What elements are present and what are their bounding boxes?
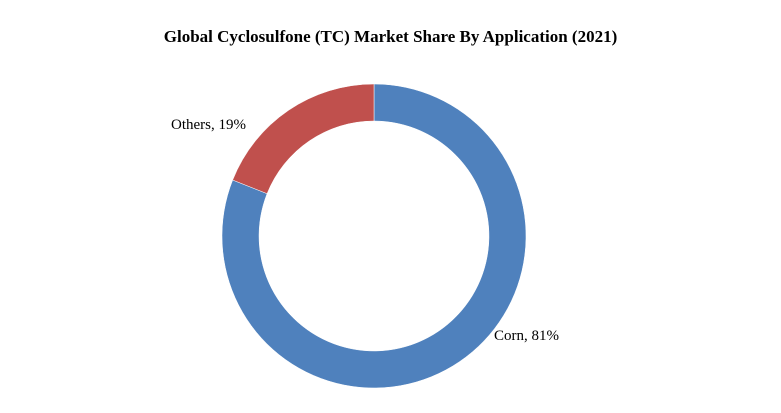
- slice-others: [232, 83, 375, 194]
- slices-group: [221, 83, 527, 389]
- data-label-others: Others, 19%: [171, 117, 246, 133]
- chart-title: Global Cyclosulfone (TC) Market Share By…: [163, 27, 618, 46]
- labels-group: Corn, 81% Others, 19%: [171, 117, 559, 344]
- data-label-corn: Corn, 81%: [494, 328, 559, 344]
- slice-corn: [221, 83, 527, 389]
